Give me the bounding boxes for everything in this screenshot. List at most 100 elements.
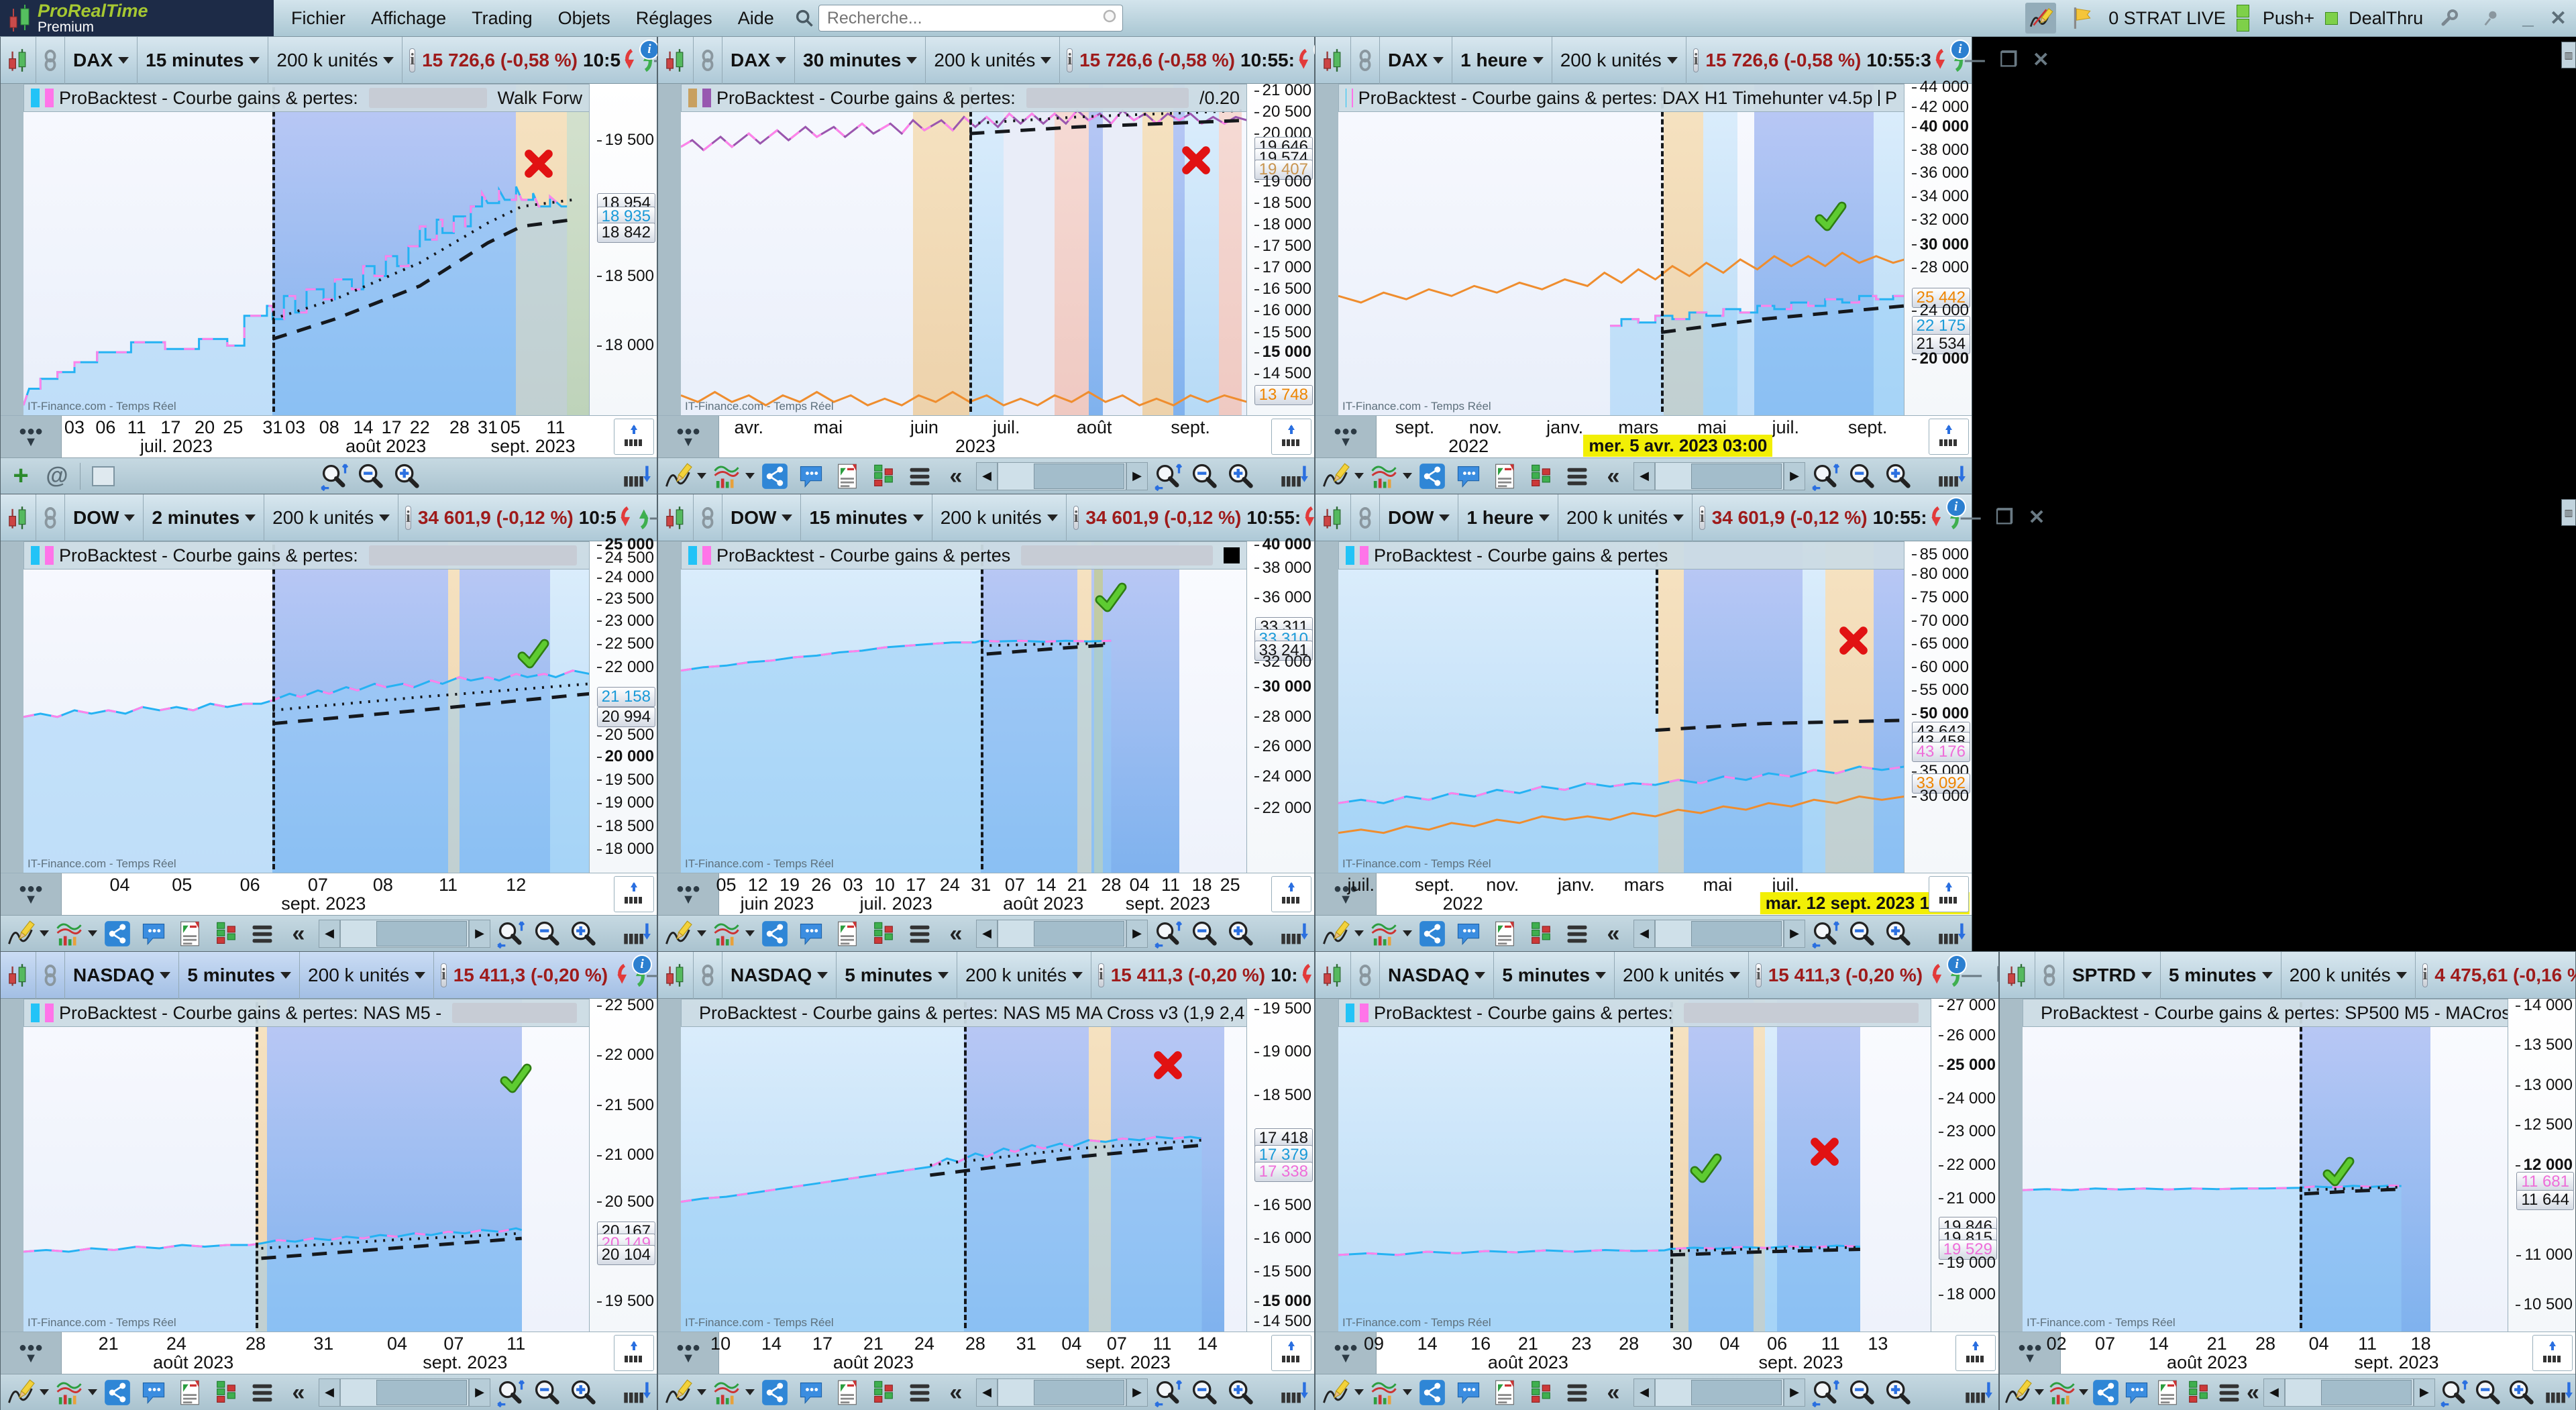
draw-tool-icon[interactable] — [662, 918, 694, 949]
instrument-info-icon[interactable]: i — [1699, 505, 1705, 530]
dropdown-caret-icon[interactable] — [2035, 1389, 2044, 1395]
news-icon[interactable] — [2154, 1377, 2181, 1408]
symbol-dropdown[interactable]: NASDAQ — [722, 951, 837, 999]
legend[interactable]: ProBacktest - Courbe gains & pertes: Walk… — [23, 84, 590, 112]
window-titlebar[interactable]: NASDAQ 5 minutes 200 k unités i 15 411,3 (-0… — [1, 951, 731, 999]
chart-plot[interactable]: ProBacktest - Courbe gains & pertes: NAS… — [681, 999, 1247, 1332]
chart-plot[interactable]: ProBacktest - Courbe gains & pertes: NAS… — [23, 999, 590, 1332]
chart-type-icon[interactable] — [2048, 1377, 2076, 1408]
zoom-in-icon[interactable] — [1882, 1377, 1914, 1408]
link-windows-icon[interactable] — [36, 36, 65, 84]
time-axis[interactable]: ●●● ▼ 09 14 16 21 23 28 30 04 06 11 13 août 2023 sept.… — [1316, 1332, 1998, 1374]
instrument-info-icon[interactable]: i — [1067, 48, 1073, 72]
menu-icon[interactable] — [246, 1377, 278, 1408]
chart-type-icon[interactable] — [710, 918, 743, 949]
instrument-candles-icon[interactable] — [1, 951, 36, 999]
news-icon[interactable] — [831, 461, 863, 492]
dealthru-button[interactable]: DealThru — [2349, 7, 2424, 28]
chart-plot[interactable]: ProBacktest - Courbe gains & pertes IT-Fi… — [681, 541, 1247, 873]
window-titlebar[interactable]: NASDAQ 5 minutes 200 k unités i 15 411,3 (-0… — [658, 951, 1416, 999]
chart-plot[interactable]: ProBacktest - Courbe gains & pertes: SP5… — [2023, 999, 2508, 1332]
share-icon[interactable] — [101, 918, 133, 949]
draw-tool-icon[interactable] — [662, 461, 694, 492]
axis-options-button[interactable]: ●●● ▼ — [1316, 1332, 1377, 1374]
share-icon[interactable] — [759, 1377, 791, 1408]
link-windows-icon[interactable] — [2035, 951, 2064, 999]
refresh-icon[interactable] — [619, 502, 650, 533]
window-titlebar[interactable]: DOW 1 heure 200 k unités i 34 601,9 (-0,12 %… — [1316, 494, 2045, 541]
units-dropdown[interactable]: 200 k unités — [926, 36, 1061, 84]
zoom-fit-icon[interactable] — [1809, 918, 1841, 949]
chart-type-icon[interactable] — [710, 1377, 743, 1408]
refresh-icon[interactable]: i — [1930, 496, 1966, 533]
chart-type-icon[interactable] — [1368, 1377, 1400, 1408]
scroll-right-icon[interactable]: ▶ — [469, 919, 490, 948]
refresh-icon[interactable]: i — [623, 39, 660, 76]
time-axis[interactable]: ●●● ▼ 05 12 19 26 03 10 17 24 31 07 14 21 28 04 11 18 25 ju… — [658, 873, 1314, 915]
instrument-info-icon[interactable]: i — [1073, 505, 1079, 530]
menu-icon[interactable] — [904, 918, 936, 949]
news-icon[interactable] — [1489, 1377, 1521, 1408]
instrument-info-icon[interactable]: i — [409, 48, 416, 72]
panel-icon[interactable] — [87, 461, 119, 492]
symbol-dropdown[interactable]: DAX — [65, 36, 138, 84]
window-titlebar[interactable]: NASDAQ 5 minutes 200 k unités i 15 411,3 (-0… — [1316, 951, 2046, 999]
zoom-fit-icon[interactable] — [1809, 1377, 1841, 1408]
symbol-dropdown[interactable]: DOW — [1380, 494, 1459, 541]
axis-options-button[interactable]: ●●● ▼ — [2000, 1332, 2061, 1374]
partial-window-edge[interactable]: ▥ — [2561, 499, 2576, 526]
price-scale[interactable]: 19 500 19 000 18 500 17 418 17 379 17 338 16 5… — [1246, 999, 1314, 1332]
close-app-button[interactable]: ✕ — [2549, 7, 2567, 30]
scrollbar-thumb[interactable] — [1034, 463, 1125, 489]
h-scrollbar[interactable]: ◀ ▶ — [976, 1378, 1148, 1407]
units-dropdown[interactable]: 200 k unités — [2282, 951, 2416, 999]
legend[interactable]: ProBacktest - Courbe gains & pertes: NAS… — [681, 999, 1247, 1027]
dropdown-caret-icon[interactable] — [1354, 930, 1364, 936]
chart-plot[interactable]: ProBacktest - Courbe gains & pertes: Walk… — [23, 84, 590, 415]
zoom-in-icon[interactable] — [1224, 1377, 1256, 1408]
zoom-out-icon[interactable] — [354, 461, 386, 492]
collapse-left-icon[interactable]: « — [292, 1379, 305, 1405]
chart-type-icon[interactable] — [710, 461, 743, 492]
scrollbar-track[interactable] — [1655, 919, 1784, 948]
comment-icon[interactable] — [2123, 1377, 2150, 1408]
collapse-left-icon[interactable]: « — [2247, 1379, 2259, 1405]
timeframe-dropdown[interactable]: 30 minutes — [795, 36, 926, 84]
instrument-info-icon[interactable]: i — [1693, 48, 1699, 72]
time-axis[interactable]: ●●● ▼ 21 24 28 31 04 07 11 août 2023 sept. 2023 — [1, 1332, 657, 1374]
window-titlebar[interactable]: DOW 15 minutes 200 k unités i 34 601,9 (-0,1… — [658, 494, 1419, 541]
columns-down-icon[interactable] — [1962, 1377, 1994, 1408]
zoom-out-icon[interactable] — [1188, 918, 1220, 949]
scrollbar-track[interactable] — [998, 462, 1126, 490]
share-icon[interactable] — [1416, 918, 1448, 949]
instrument-candles-icon[interactable] — [1, 494, 36, 541]
scroll-right-icon[interactable]: ▶ — [469, 1378, 490, 1407]
scrollbar-thumb[interactable] — [1691, 463, 1782, 489]
price-alert-icon[interactable]: @ — [46, 463, 68, 488]
legend[interactable]: ProBacktest - Courbe gains & pertes: NAS… — [23, 999, 590, 1027]
dropdown-caret-icon[interactable] — [1403, 930, 1412, 936]
units-dropdown[interactable]: 200 k unités — [957, 951, 1092, 999]
h-scrollbar[interactable]: ◀ ▶ — [976, 462, 1148, 490]
collapse-left-icon[interactable]: « — [949, 920, 963, 946]
zoom-out-icon[interactable] — [2473, 1377, 2502, 1408]
units-dropdown[interactable]: 200 k unités — [264, 494, 399, 541]
axis-options-button[interactable]: ●●● ▼ — [1, 416, 62, 457]
units-dropdown[interactable]: 200 k unités — [932, 494, 1067, 541]
symbol-dropdown[interactable]: DAX — [722, 36, 796, 84]
units-dropdown[interactable]: 200 k unités — [1615, 951, 1750, 999]
info-bubble-icon[interactable]: i — [1949, 39, 1970, 60]
zoom-fit-icon[interactable] — [1152, 1377, 1184, 1408]
units-dropdown[interactable]: 200 k unités — [1558, 494, 1693, 541]
time-axis[interactable]: ●●● ▼ 10 14 17 21 24 28 31 04 07 11 14 août 2023 sept.… — [658, 1332, 1314, 1374]
scrollbar-thumb[interactable] — [376, 920, 468, 946]
h-scrollbar[interactable]: ◀ ▶ — [319, 919, 490, 948]
scroll-right-icon[interactable]: ▶ — [1784, 462, 1805, 490]
customize-wrench-icon[interactable] — [2434, 3, 2465, 34]
expand-panel-button[interactable] — [614, 419, 654, 455]
instrument-info-icon[interactable]: i — [1756, 963, 1762, 987]
price-scale[interactable]: 21 000 20 500 20 000 19 646 19 574 19 407 19 0… — [1246, 81, 1314, 415]
scroll-left-icon[interactable]: ◀ — [976, 462, 998, 490]
dropdown-caret-icon[interactable] — [1354, 1389, 1364, 1395]
legend[interactable]: ProBacktest - Courbe gains & pertes — [1338, 541, 1904, 570]
